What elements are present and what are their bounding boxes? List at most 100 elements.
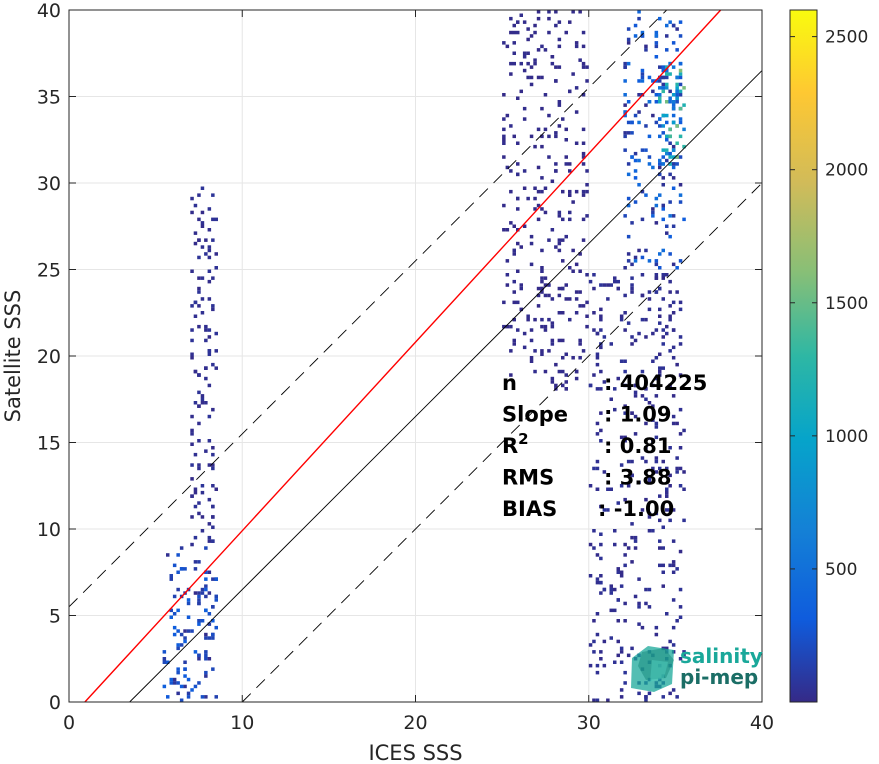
density-cell [578,304,582,308]
density-cell [623,563,627,568]
density-cell [661,89,665,94]
density-cell [588,279,593,284]
density-cell [581,155,586,159]
density-cell [633,176,638,180]
density-cell [581,61,586,66]
density-cell [671,560,676,564]
density-cell [211,238,215,242]
density-cell [585,324,589,329]
density-cell [606,698,610,702]
density-cell [585,214,589,218]
density-cell [592,546,596,550]
density-cell [678,300,683,305]
density-cell [671,93,676,97]
density-cell [512,342,516,346]
density-cell [633,169,638,173]
density-cell [190,542,194,547]
y-tick-label: 0 [49,692,61,714]
density-cell [619,584,624,588]
density-cell [207,636,212,640]
density-cell [595,352,600,356]
salinity-logo-icon [631,646,674,692]
density-cell [651,89,655,94]
density-cell [568,89,572,94]
density-cell [557,238,562,242]
density-cell [633,259,638,263]
density-cell [654,421,659,426]
density-cell [186,615,191,619]
density-cell [533,207,537,211]
density-cell [197,286,201,291]
density-cell [668,141,672,145]
density-cell [654,394,659,398]
density-cell [678,120,683,125]
density-cell [665,490,669,495]
density-cell [193,567,198,571]
density-cell [516,141,520,145]
density-cell [550,338,555,343]
density-cell [626,162,631,166]
density-cell [162,660,167,664]
density-cell [554,362,558,367]
density-cell [204,584,208,588]
density-cell [568,193,572,197]
density-cell [623,103,627,107]
density-cell [211,307,215,312]
density-cell [585,169,589,173]
density-cell [536,127,541,132]
density-cell [661,124,665,128]
density-cell [543,293,548,298]
density-cell [623,65,627,69]
density-cell [658,494,662,498]
density-cell [183,567,187,571]
density-cell [571,72,575,76]
density-cell [675,124,679,128]
density-cell [682,470,686,474]
density-cell [568,217,572,222]
density-cell [502,93,506,97]
density-cell [661,563,665,568]
density-cell [647,401,652,405]
density-cell [561,338,565,343]
density-cell [519,13,523,17]
density-cell [613,387,617,391]
density-cell [183,629,187,633]
density-cell [554,10,558,14]
density-cell [512,252,516,256]
density-cell [193,452,198,457]
density-cell [509,16,513,21]
density-cell [668,290,672,294]
density-cell [633,158,638,163]
density-cell [190,196,194,201]
density-cell [661,525,665,529]
density-cell [176,587,180,592]
density-cell [675,82,679,87]
y-axis-ticks: 0 5 10 15 20 25 30 35 40 [37,0,762,714]
density-cell [550,342,555,346]
density-cell [671,214,676,218]
density-cell [574,369,579,374]
density-cell [619,359,624,363]
density-cell [623,134,627,139]
density-cell [190,352,194,356]
density-cell [671,345,676,350]
density-cell [661,570,665,574]
density-cell [561,259,565,263]
density-cell [665,158,669,163]
density-cell [640,317,645,322]
density-cell [533,317,537,322]
density-cell [675,93,679,97]
density-cell [207,228,212,232]
density-cell [564,127,568,132]
density-cell [640,456,645,460]
density-cell [665,23,669,28]
density-cell [626,321,631,325]
density-cell [571,10,575,14]
density-cell [665,487,669,491]
density-cell [671,148,676,152]
density-cell [592,328,596,332]
density-cell [557,241,562,246]
density-cell [654,44,659,49]
density-cell [658,79,662,83]
density-cell [682,86,686,90]
